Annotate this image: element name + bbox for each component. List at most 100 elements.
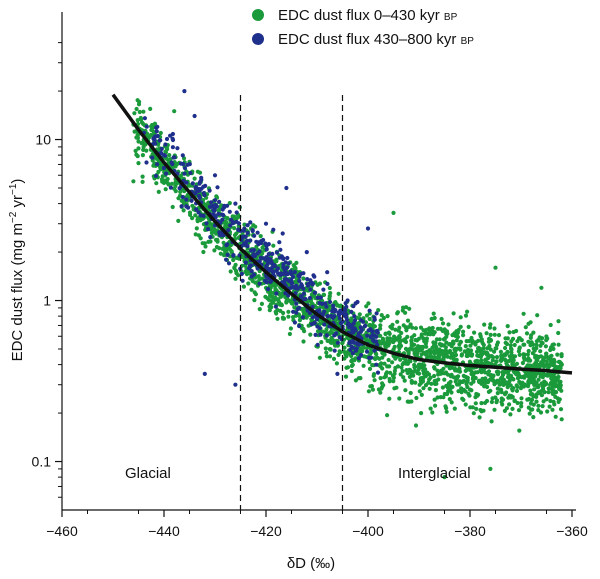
data-point [351, 330, 356, 335]
data-point [387, 376, 392, 382]
data-point [327, 347, 332, 352]
data-point [135, 154, 140, 159]
data-point [346, 321, 351, 326]
data-point [249, 269, 254, 274]
data-point [294, 301, 299, 306]
data-point [241, 284, 246, 289]
data-point [180, 153, 185, 158]
data-point [334, 331, 339, 336]
glacial-region-label: Glacial [125, 465, 171, 482]
data-point [451, 311, 456, 316]
data-point [558, 407, 564, 412]
data-point [536, 403, 541, 408]
data-point [268, 257, 273, 262]
data-point [432, 315, 437, 321]
data-point [440, 328, 445, 333]
data-point [212, 208, 217, 213]
data-point [252, 290, 257, 295]
data-point [521, 352, 526, 357]
data-point [194, 226, 199, 231]
data-point [406, 325, 411, 330]
data-point [215, 239, 220, 244]
data-point [227, 201, 232, 206]
data-point [503, 340, 508, 345]
data-point [423, 331, 428, 336]
data-point [526, 397, 532, 402]
legend: EDC dust flux 0–430 kyr BP EDC dust flux… [252, 7, 474, 48]
data-point [228, 269, 233, 274]
data-point [136, 139, 141, 144]
data-point [208, 204, 213, 209]
data-point [322, 322, 327, 327]
data-point [445, 331, 450, 336]
data-point [432, 397, 437, 402]
data-point [367, 316, 372, 322]
data-point [385, 314, 390, 319]
data-point [498, 387, 503, 392]
data-point [352, 318, 358, 323]
data-point [511, 377, 516, 382]
data-point [332, 348, 337, 353]
data-point [415, 350, 420, 355]
data-point [383, 371, 389, 377]
data-point [161, 153, 167, 158]
data-point [517, 352, 522, 357]
data-point [443, 345, 448, 350]
data-point [484, 352, 490, 357]
data-point [527, 376, 532, 381]
data-point [366, 338, 371, 343]
data-point [206, 239, 211, 244]
data-point [378, 390, 383, 395]
data-point [442, 475, 447, 480]
data-point [340, 340, 345, 345]
data-point [404, 305, 409, 310]
data-point [486, 361, 491, 366]
data-point [315, 342, 320, 347]
data-point [281, 310, 286, 316]
data-point [528, 343, 533, 348]
data-point [287, 331, 292, 337]
axes-layer: −460 −440 −420 −400 −380 −360 0.1 1 10 [32, 12, 588, 539]
data-point [428, 375, 433, 380]
data-point [492, 407, 497, 412]
data-point [492, 349, 497, 354]
data-point [494, 355, 500, 360]
data-point [526, 348, 531, 354]
y-axis-label-main: EDC dust flux (mg m [9, 223, 26, 361]
data-point [526, 339, 531, 344]
data-point [519, 338, 524, 343]
data-point [386, 340, 391, 345]
data-point [370, 363, 375, 368]
data-point [528, 401, 534, 406]
data-point [168, 185, 173, 190]
data-point [300, 315, 306, 320]
data-point [540, 336, 545, 341]
data-point [312, 320, 317, 325]
data-point [368, 334, 373, 340]
data-point [252, 298, 257, 303]
data-point [349, 316, 354, 321]
data-point [531, 415, 536, 420]
interglacial-region-label: Interglacial [398, 465, 471, 482]
data-point [388, 370, 393, 375]
data-point [540, 388, 545, 393]
data-point [381, 315, 386, 321]
data-point [404, 328, 409, 333]
data-point [538, 349, 543, 354]
data-point [269, 266, 274, 271]
data-point [443, 404, 448, 409]
data-point [541, 399, 546, 404]
data-point [170, 204, 175, 210]
data-point [364, 304, 369, 309]
data-point [432, 330, 437, 335]
data-point [205, 227, 211, 232]
data-point [488, 347, 493, 352]
data-point [251, 223, 256, 228]
data-point [546, 390, 551, 395]
data-point [170, 161, 175, 167]
data-point [138, 115, 143, 121]
data-point [250, 228, 255, 234]
data-point [284, 185, 289, 191]
data-point [335, 371, 340, 376]
data-point [534, 371, 539, 376]
